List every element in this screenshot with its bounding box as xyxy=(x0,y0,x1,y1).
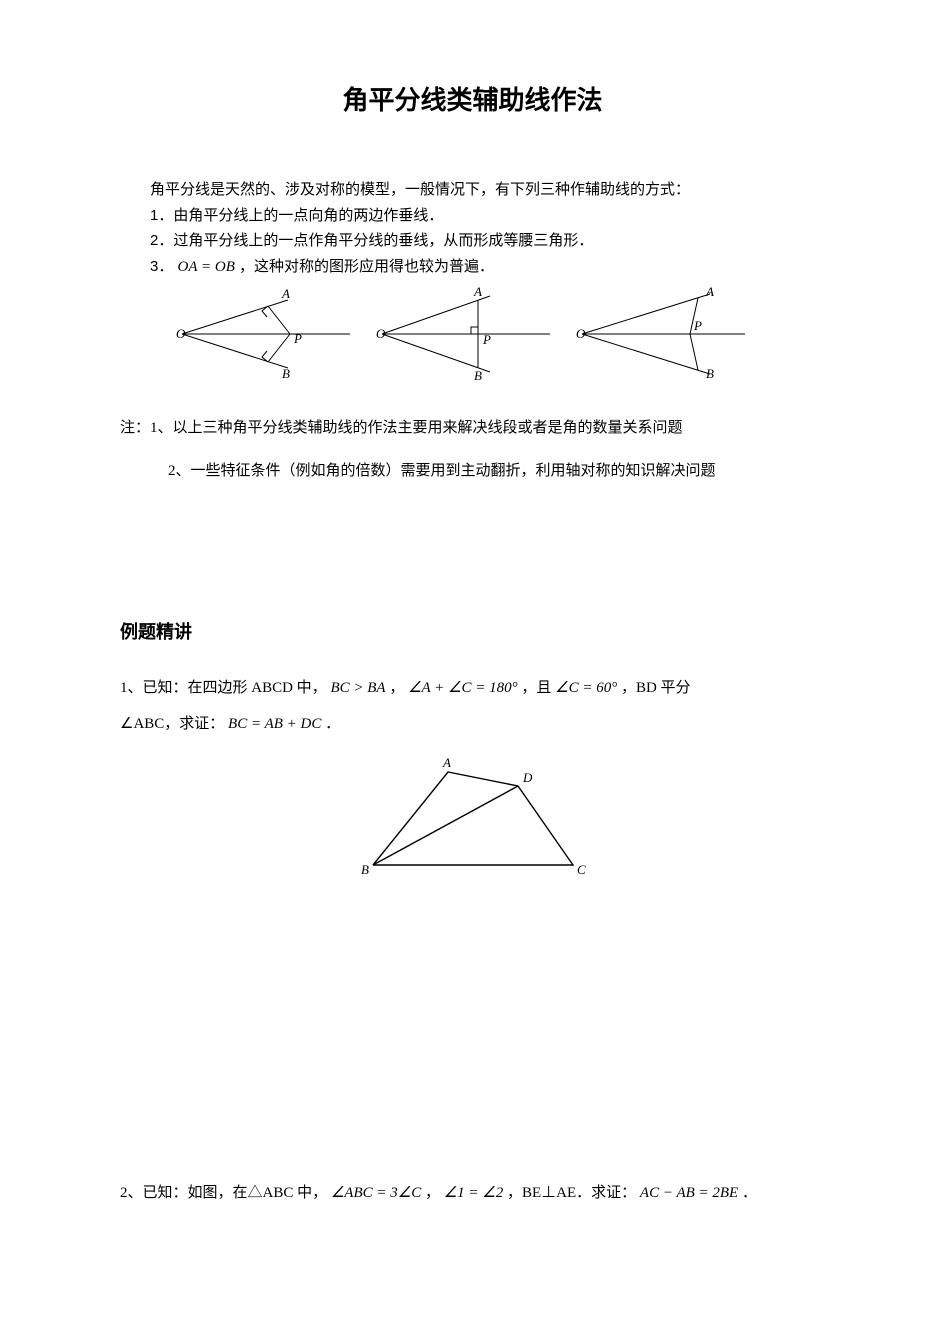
item3-formula: OA = OB xyxy=(178,259,235,275)
p1-l2a: ∠ABC，求证： xyxy=(120,716,224,732)
intro-item-1: 1．由角平分线上的一点向角的两边作垂线． xyxy=(150,203,825,229)
label-A3: A xyxy=(705,286,714,299)
intro-lead: 角平分线是天然的、涉及对称的模型，一般情况下，有下列三种作辅助线的方式： xyxy=(150,177,825,203)
label-P: P xyxy=(293,331,302,346)
p2-c1: ， xyxy=(425,1185,440,1201)
p1-m2: ，且 xyxy=(521,680,551,696)
label-P2: P xyxy=(482,332,491,347)
page-title: 角平分线类辅助线作法 xyxy=(120,80,825,117)
note-2: 2、一些特征条件（例如角的倍数）需要用到主动翻折，利用轴对称的知识解决问题 xyxy=(168,454,825,489)
p1-f2: ∠A + ∠C = 180° xyxy=(408,680,518,696)
figure-1: A D B C xyxy=(343,750,603,890)
p1-pre: 1、已知：在四边形 ABCD 中， xyxy=(120,680,327,696)
item3-num: 3． xyxy=(150,258,173,275)
p1-f1: BC > BA xyxy=(330,680,385,696)
p2-f3: AC − AB = 2BE xyxy=(640,1185,738,1201)
p1-m3: ，BD 平分 xyxy=(621,680,691,696)
p1-tail: ． xyxy=(325,716,340,732)
p2-c2: ，BE⊥AE．求证： xyxy=(507,1185,636,1201)
diagram-3: O A B P xyxy=(570,286,760,381)
item3-tail: ，这种对称的图形应用得也较为普遍． xyxy=(239,258,494,275)
p2-pre: 2、已知：如图，在△ABC 中， xyxy=(120,1185,327,1201)
intro-block: 角平分线是天然的、涉及对称的模型，一般情况下，有下列三种作辅助线的方式： 1．由… xyxy=(150,177,825,280)
intro-item-2: 2．过角平分线上的一点作角平分线的垂线，从而形成等腰三角形． xyxy=(150,228,825,254)
label-A: A xyxy=(281,286,290,301)
label-O2: O xyxy=(376,326,386,341)
intro-item-3: 3． OA = OB ，这种对称的图形应用得也较为普遍． xyxy=(150,254,825,281)
p2-tail: ． xyxy=(742,1185,757,1201)
fig1-B: B xyxy=(361,862,369,877)
fig1-D: D xyxy=(522,770,533,785)
label-B: B xyxy=(282,366,290,381)
diagram-2: O A B P xyxy=(370,286,560,381)
label-A2: A xyxy=(473,286,482,299)
label-P3: P xyxy=(693,318,702,333)
problem-1: 1、已知：在四边形 ABCD 中， BC > BA ， ∠A + ∠C = 18… xyxy=(120,670,825,742)
p2-f1: ∠ABC = 3∠C xyxy=(331,1185,421,1201)
p1-m1: ， xyxy=(389,680,404,696)
diagram-1: O A B P xyxy=(170,286,360,381)
p1-f4: BC = AB + DC xyxy=(228,716,321,732)
diagrams-row: O A B P O A B P O A B P xyxy=(170,286,825,381)
problem-2: 2、已知：如图，在△ABC 中， ∠ABC = 3∠C ， ∠1 = ∠2 ，B… xyxy=(120,1175,825,1211)
label-B2: B xyxy=(474,368,482,381)
label-O: O xyxy=(176,326,186,341)
section-heading: 例题精讲 xyxy=(120,618,825,644)
p2-f2: ∠1 = ∠2 xyxy=(444,1185,504,1201)
fig1-C: C xyxy=(577,862,586,877)
label-B3: B xyxy=(706,366,714,381)
p1-f3: ∠C = 60° xyxy=(555,680,617,696)
label-O3: O xyxy=(576,326,586,341)
figure-1-wrap: A D B C xyxy=(120,750,825,895)
note-1: 注：1、以上三种角平分线类辅助线的作法主要用来解决线段或者是角的数量关系问题 xyxy=(120,411,825,446)
fig1-A: A xyxy=(442,755,451,770)
